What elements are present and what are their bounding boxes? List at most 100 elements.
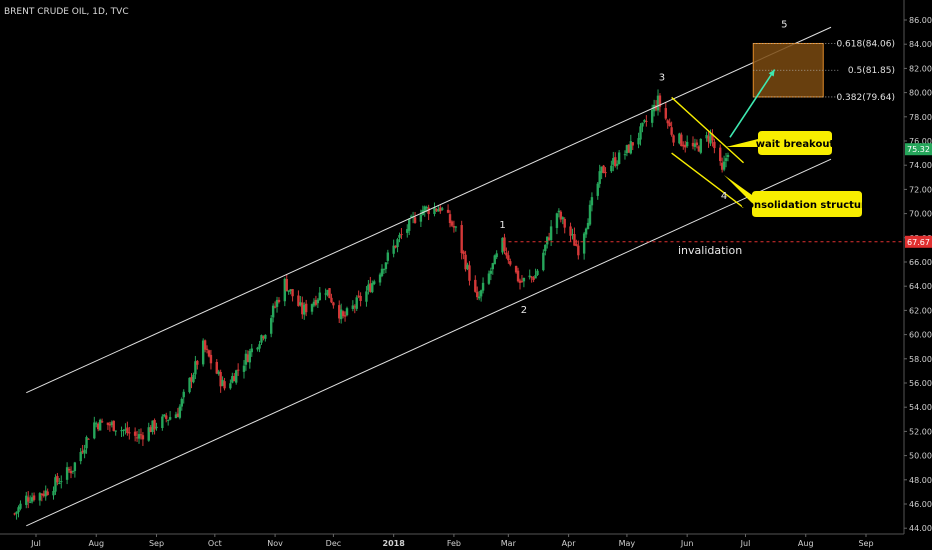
overlays-layer: invalidation 0.618(84.06) 0.5(81.85) 0.382(…: [26, 19, 904, 527]
candle-body: [256, 347, 259, 350]
candle-body: [351, 305, 355, 309]
candle-body: [586, 222, 590, 230]
candle-body: [287, 290, 290, 292]
candle-body: [38, 493, 42, 501]
candle-body: [56, 475, 59, 483]
candle-body: [67, 468, 71, 471]
candle-body: [100, 421, 104, 423]
candle-body: [188, 377, 191, 393]
candle-body: [386, 252, 390, 261]
candle-body: [161, 416, 164, 428]
candle-body: [192, 374, 195, 383]
candle-body: [398, 234, 401, 238]
time-axis[interactable]: Jul Aug Sep Oct Nov Dec 2018 Feb Mar Apr May Jun Jul…: [0, 533, 904, 548]
candle-body: [359, 296, 362, 301]
candle-body: [590, 197, 594, 206]
candle-body: [394, 245, 397, 248]
price-tick-label: 48.00: [909, 476, 932, 485]
candle-body: [623, 154, 627, 156]
candle-body: [168, 417, 172, 420]
candle-body: [437, 209, 440, 212]
candle-body: [180, 398, 183, 407]
wave-label-3: 3: [659, 73, 665, 84]
time-tick-label: 2018: [383, 539, 406, 548]
candle-body: [242, 365, 246, 372]
candle-body: [128, 432, 131, 434]
price-axis[interactable]: 86.00 84.00 82.00 80.00 78.00 76.00 74.00 72.00…: [903, 0, 932, 550]
candle-body: [207, 350, 211, 357]
candle-body: [330, 297, 333, 303]
candle-body: [546, 236, 549, 245]
time-tick-label: Mar: [501, 539, 517, 548]
candle-body: [487, 273, 491, 284]
candle-body: [231, 376, 234, 383]
candle-body: [236, 369, 240, 371]
candle-body: [326, 289, 329, 296]
candle-body: [650, 109, 654, 123]
candle-body: [563, 218, 566, 228]
candle-body: [269, 318, 273, 334]
candle-body: [489, 270, 493, 274]
candle-body: [139, 434, 143, 436]
candle-body: [209, 354, 213, 364]
candle-body: [126, 427, 129, 433]
wave-label-2: 2: [521, 305, 527, 316]
candle-body: [32, 495, 36, 500]
candle-body: [318, 292, 321, 301]
time-tick-label: Feb: [447, 539, 461, 548]
candle-body: [219, 371, 222, 387]
candle-body: [106, 422, 110, 425]
candle-body: [555, 213, 559, 228]
candle-body: [631, 142, 634, 146]
invalidation-price-tag: 67.67: [907, 238, 930, 247]
candle-body: [81, 450, 84, 453]
candle-body: [380, 268, 384, 276]
candle-body: [409, 216, 413, 218]
candle-body: [301, 302, 304, 315]
candles-layer: [13, 89, 730, 520]
fib-level-label: 0.5(81.85): [848, 66, 895, 76]
candle-body: [392, 245, 395, 254]
candle-body: [425, 206, 428, 209]
candle-body: [711, 133, 714, 141]
projection-arrow: [729, 69, 776, 138]
price-tick-label: 80.00: [909, 89, 932, 98]
candle-body: [577, 245, 580, 256]
price-tick-label: 82.00: [909, 64, 932, 73]
candle-body: [596, 183, 599, 196]
candle-body: [60, 481, 63, 483]
candle-body: [52, 491, 55, 496]
candle-body: [672, 135, 675, 143]
candle-body: [423, 206, 426, 212]
candle-body: [582, 233, 586, 254]
candle-body: [448, 214, 452, 223]
candle-body: [668, 122, 671, 127]
candle-body: [627, 144, 631, 153]
price-tick-label: 50.00: [909, 452, 932, 461]
candle-body: [697, 146, 701, 152]
candle-body: [229, 383, 232, 389]
candle-body: [477, 296, 481, 299]
candle-body: [328, 288, 331, 299]
candle-body: [493, 255, 496, 265]
candle-body: [73, 462, 77, 472]
candle-body: [615, 163, 619, 166]
candle-body: [151, 420, 154, 432]
candle-body: [534, 275, 537, 279]
price-tick-label: 52.00: [909, 427, 932, 436]
candle-body: [205, 348, 209, 350]
time-tick-label: May: [619, 539, 636, 548]
projection-arrow-head: [768, 69, 775, 77]
candle-body: [588, 204, 592, 225]
time-tick-label: Jul: [740, 539, 751, 548]
candle-body: [110, 422, 114, 426]
candle-body: [705, 135, 708, 139]
candle-body: [250, 348, 253, 353]
candle-body: [341, 311, 345, 317]
candle-body: [248, 350, 252, 363]
candle-body: [182, 391, 185, 398]
candle-body: [275, 299, 279, 307]
candle-body: [190, 377, 193, 382]
candle-body: [722, 161, 726, 170]
